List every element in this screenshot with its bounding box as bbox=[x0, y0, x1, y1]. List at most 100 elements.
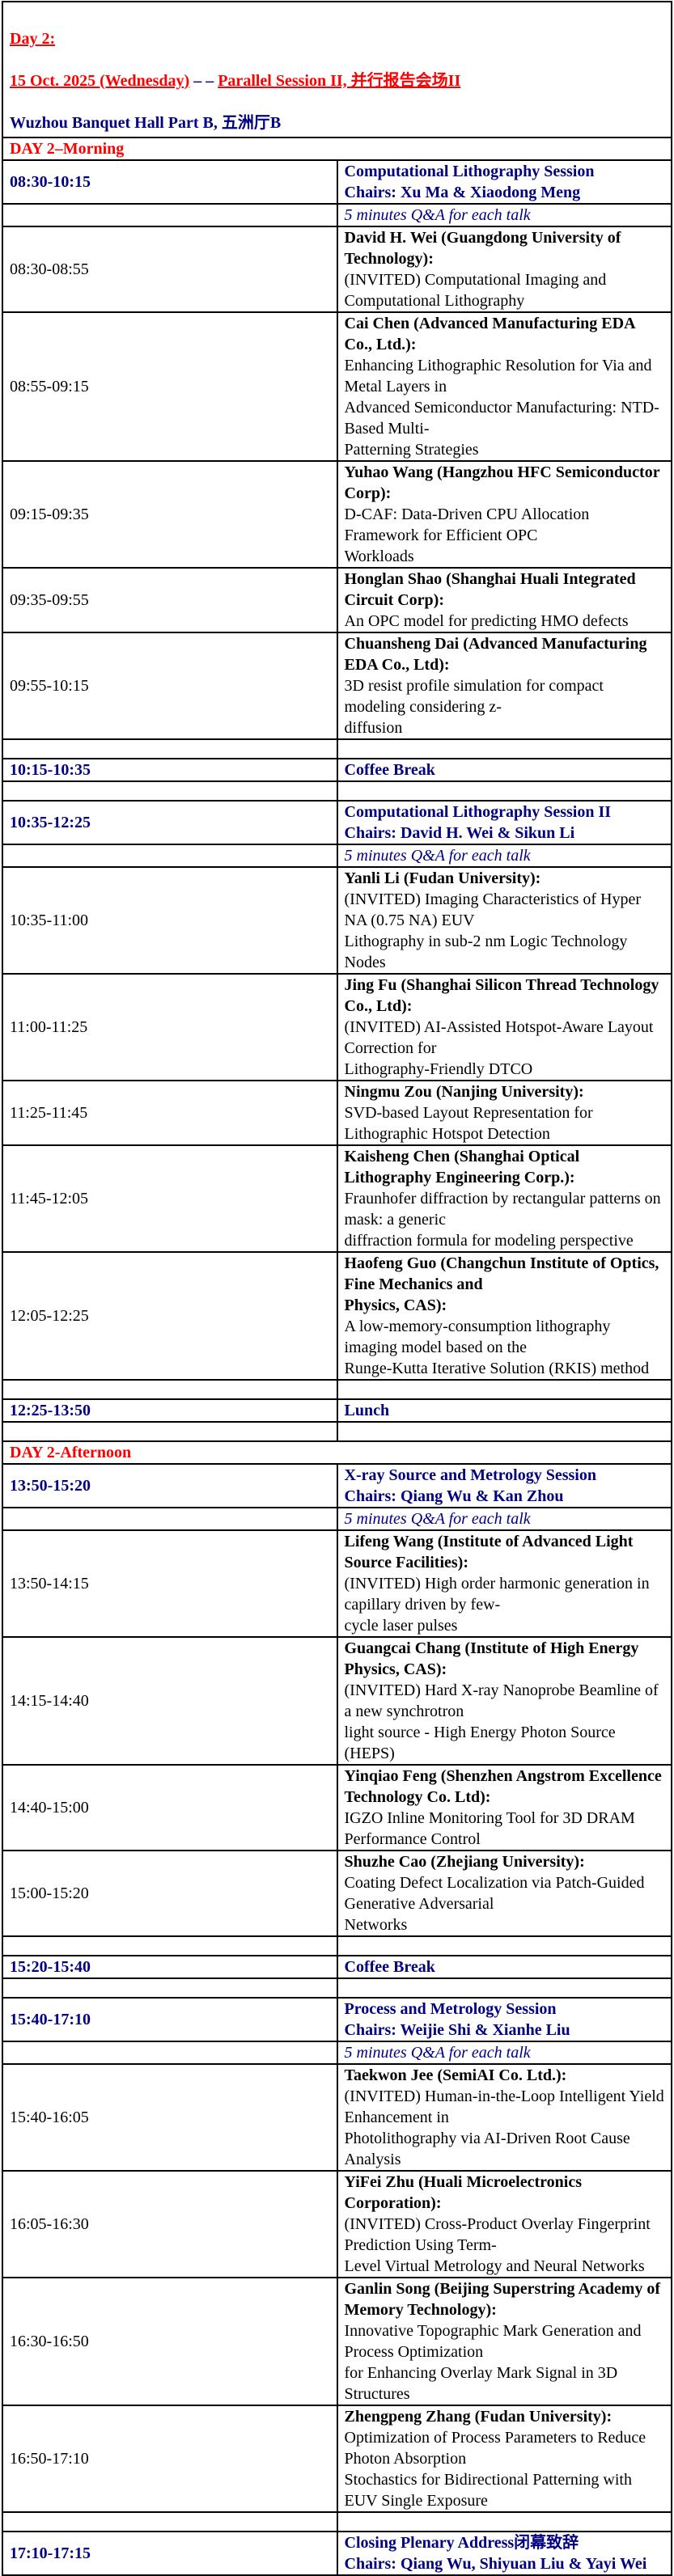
talk-speaker: Yanli Li (Fudan University): bbox=[344, 869, 541, 887]
talk-cell: Jing Fu (Shanghai Silicon Thread Technol… bbox=[336, 973, 672, 1081]
talk-title: SVD-based Layout Representation for Lith… bbox=[344, 1104, 593, 1143]
empty-cell bbox=[336, 1977, 672, 1999]
talk-time: 16:50-17:10 bbox=[2, 2405, 338, 2513]
day-label: Day 2: bbox=[10, 30, 56, 48]
qa-note-row: 5 minutes Q&A for each talk bbox=[2, 844, 672, 868]
session-title: Computational Lithography Session II bbox=[344, 803, 612, 821]
qa-note: 5 minutes Q&A for each talk bbox=[336, 1507, 672, 1531]
empty-cell bbox=[2, 1421, 338, 1442]
session-title: Process and Metrology Session bbox=[344, 2000, 557, 2018]
talk-speaker: Yinqiao Feng (Shenzhen Angstrom Excellen… bbox=[344, 1767, 662, 1806]
talk-row: 10:35-11:00 Yanli Li (Fudan University): (… bbox=[2, 866, 672, 975]
qa-note-row: 5 minutes Q&A for each talk bbox=[2, 1507, 672, 1531]
talk-time: 14:40-15:00 bbox=[2, 1764, 338, 1851]
talk-speaker: Guangcai Chang (Institute of High Energy… bbox=[344, 1639, 639, 1678]
session-chairs: Chairs: Qiang Wu, Shiyuan Liu & Yayi Wei bbox=[344, 2555, 647, 2573]
talk-speaker: Jing Fu (Shanghai Silicon Thread Technol… bbox=[344, 976, 659, 1015]
header-cell: Day 2: 15 Oct. 2025 (Wednesday) – – Para… bbox=[2, 1, 672, 138]
talk-cell: Lifeng Wang (Institute of Advanced Light… bbox=[336, 1529, 672, 1638]
empty-cell bbox=[2, 738, 338, 759]
talk-time: 13:50-14:15 bbox=[2, 1529, 338, 1638]
talk-title: (INVITED) Human-in-the-Loop Intelligent … bbox=[344, 2087, 664, 2168]
session-title: Computational Lithography Session bbox=[344, 163, 595, 180]
talk-speaker: Yuhao Wang (Hangzhou HFC Semiconductor C… bbox=[344, 463, 660, 502]
talk-speaker: Zhengpeng Zhang (Fudan University): bbox=[344, 2408, 613, 2426]
talk-cell: Kaisheng Chen (Shanghai Optical Lithogra… bbox=[336, 1144, 672, 1253]
spacer-row bbox=[2, 738, 672, 759]
session-chairs: Chairs: Weijie Shi & Xianhe Liu bbox=[344, 2021, 570, 2039]
empty-cell bbox=[336, 1935, 672, 1956]
talk-title: Enhancing Lithographic Resolution for Vi… bbox=[344, 357, 659, 459]
talk-time: 09:35-09:55 bbox=[2, 567, 338, 633]
talk-cell: David H. Wei (Guangdong University of Te… bbox=[336, 226, 672, 313]
talk-speaker: Chuansheng Dai (Advanced Manufacturing E… bbox=[344, 635, 647, 674]
talk-title: (INVITED) Cross-Product Overlay Fingerpr… bbox=[344, 2215, 651, 2275]
session-title: Closing Plenary Address闭幕致辞 bbox=[344, 2534, 579, 2552]
session-time: 08:30-10:15 bbox=[2, 159, 338, 205]
empty-cell bbox=[2, 1977, 338, 1999]
spacer-row bbox=[2, 1977, 672, 1999]
talk-row: 11:45-12:05 Kaisheng Chen (Shanghai Optic… bbox=[2, 1144, 672, 1253]
dash-separator: – – bbox=[189, 72, 218, 90]
date-label: 15 Oct. 2025 (Wednesday) bbox=[10, 72, 190, 90]
talk-row: 09:55-10:15 Chuansheng Dai (Advanced Manu… bbox=[2, 632, 672, 740]
talk-row: 16:30-16:50 Ganlin Song (Beijing Superstr… bbox=[2, 2277, 672, 2406]
talk-time: 08:30-08:55 bbox=[2, 226, 338, 313]
section-header-row: DAY 2-Afternoon bbox=[2, 1440, 672, 1465]
section-title: DAY 2-Afternoon bbox=[2, 1440, 672, 1465]
empty-cell bbox=[2, 1935, 338, 1956]
break-time: 15:20-15:40 bbox=[2, 1955, 338, 1979]
break-time: 12:25-13:50 bbox=[2, 1398, 338, 1423]
talk-row: 14:40-15:00 Yinqiao Feng (Shenzhen Angstr… bbox=[2, 1764, 672, 1851]
qa-note-row: 5 minutes Q&A for each talk bbox=[2, 2041, 672, 2065]
talk-cell: Yuhao Wang (Hangzhou HFC Semiconductor C… bbox=[336, 460, 672, 569]
talk-speaker: Shuzhe Cao (Zhejiang University): bbox=[344, 1853, 585, 1871]
talk-cell: Yinqiao Feng (Shenzhen Angstrom Excellen… bbox=[336, 1764, 672, 1851]
spacer-row bbox=[2, 780, 672, 802]
talk-row: 16:05-16:30 YiFei Zhu (Huali Microelectro… bbox=[2, 2170, 672, 2278]
talk-cell: Haofeng Guo (Changchun Institute of Opti… bbox=[336, 1251, 672, 1381]
talk-speaker: Taekwon Jee (SemiAI Co. Ltd.): bbox=[344, 2066, 567, 2084]
talk-cell: Yanli Li (Fudan University): (INVITED) Im… bbox=[336, 866, 672, 975]
talk-time: 11:00-11:25 bbox=[2, 973, 338, 1081]
talk-title: (INVITED) AI-Assisted Hotspot-Aware Layo… bbox=[344, 1018, 654, 1078]
talk-title: Optimization of Process Parameters to Re… bbox=[344, 2429, 646, 2510]
empty-cell bbox=[2, 2511, 338, 2532]
session-chairs: Chairs: Xu Ma & Xiaodong Meng bbox=[344, 184, 581, 201]
talk-speaker: YiFei Zhu (Huali Microelectronics Corpor… bbox=[344, 2173, 582, 2212]
talk-time: 11:25-11:45 bbox=[2, 1080, 338, 1146]
talk-title: IGZO Inline Monitoring Tool for 3D DRAM … bbox=[344, 1809, 635, 1848]
empty-cell bbox=[2, 780, 338, 802]
talk-cell: Cai Chen (Advanced Manufacturing EDA Co.… bbox=[336, 311, 672, 462]
talk-cell: Chuansheng Dai (Advanced Manufacturing E… bbox=[336, 632, 672, 740]
empty-cell bbox=[336, 1379, 672, 1400]
talk-row: 15:40-16:05 Taekwon Jee (SemiAI Co. Ltd.)… bbox=[2, 2063, 672, 2172]
talk-time: 09:55-10:15 bbox=[2, 632, 338, 740]
talk-time: 16:05-16:30 bbox=[2, 2170, 338, 2278]
empty-cell bbox=[336, 780, 672, 802]
session-row: 10:35-12:25 Computational Lithography Ses… bbox=[2, 800, 672, 845]
talk-speaker: Lifeng Wang (Institute of Advanced Light… bbox=[344, 1533, 634, 1571]
talk-row: 09:15-09:35 Yuhao Wang (Hangzhou HFC Semi… bbox=[2, 460, 672, 569]
talk-cell: YiFei Zhu (Huali Microelectronics Corpor… bbox=[336, 2170, 672, 2278]
talk-row: 14:15-14:40 Guangcai Chang (Institute of … bbox=[2, 1636, 672, 1766]
break-row: 12:25-13:50 Lunch bbox=[2, 1398, 672, 1423]
empty-time-cell bbox=[2, 2041, 338, 2065]
talk-title: An OPC model for predicting HMO defects bbox=[344, 612, 629, 630]
empty-cell bbox=[336, 738, 672, 759]
break-time: 10:15-10:35 bbox=[2, 758, 338, 782]
parallel-session-label: Parallel Session II, 并行报告会场II bbox=[218, 72, 461, 90]
talk-cell: Honglan Shao (Shanghai Huali Integrated … bbox=[336, 567, 672, 633]
session-cell: Process and Metrology Session Chairs: Wei… bbox=[336, 1997, 672, 2042]
talk-speaker: Ganlin Song (Beijing Superstring Academy… bbox=[344, 2280, 661, 2319]
talk-title: Innovative Topographic Mark Generation a… bbox=[344, 2322, 642, 2403]
session-row: 17:10-17:15 Closing Plenary Address闭幕致辞 Ch… bbox=[2, 2531, 672, 2576]
talk-title: D-CAF: Data-Driven CPU Allocation Framew… bbox=[344, 505, 590, 565]
empty-cell bbox=[2, 1379, 338, 1400]
talk-time: 15:00-15:20 bbox=[2, 1850, 338, 1937]
talk-speaker: David H. Wei (Guangdong University of Te… bbox=[344, 229, 621, 268]
talk-row: 16:50-17:10 Zhengpeng Zhang (Fudan Univer… bbox=[2, 2405, 672, 2513]
talk-time: 08:55-09:15 bbox=[2, 311, 338, 462]
spacer-row bbox=[2, 1421, 672, 1442]
talk-speaker: Ningmu Zou (Nanjing University): bbox=[344, 1083, 584, 1101]
